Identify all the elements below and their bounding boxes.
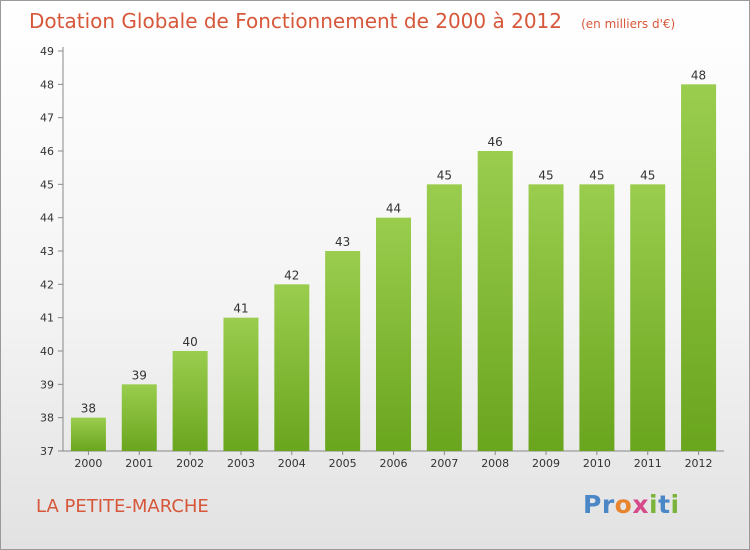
y-tick-label: 47 <box>40 112 54 125</box>
bar-value-label: 45 <box>437 168 452 182</box>
bar <box>426 184 462 452</box>
x-tick-label: 2002 <box>176 457 204 470</box>
x-tick-label: 2000 <box>74 457 102 470</box>
bar-value-label: 43 <box>335 235 350 249</box>
bar-value-label: 39 <box>132 368 147 382</box>
bar-value-label: 40 <box>182 335 197 349</box>
bar <box>630 184 666 452</box>
y-tick-label: 42 <box>40 278 54 291</box>
y-tick-label: 46 <box>40 145 54 158</box>
logo-letter: P <box>583 490 602 519</box>
y-tick-label: 40 <box>40 345 54 358</box>
y-tick-label: 38 <box>40 412 54 425</box>
bar <box>172 351 208 451</box>
bar <box>223 317 259 451</box>
x-tick-label: 2010 <box>583 457 611 470</box>
chart-title: Dotation Globale de Fonctionnement de 20… <box>29 9 675 33</box>
bar-value-label: 45 <box>640 168 655 182</box>
bar-value-label: 44 <box>386 202 401 216</box>
bar-value-label: 46 <box>488 135 503 149</box>
x-tick-label: 2008 <box>481 457 509 470</box>
y-tick-label: 48 <box>40 78 54 91</box>
logo-letter: x <box>632 490 649 519</box>
x-tick-label: 2003 <box>227 457 255 470</box>
logo-letter: i <box>649 490 659 519</box>
y-tick-label: 37 <box>40 445 54 458</box>
x-tick-label: 2001 <box>125 457 153 470</box>
bar <box>579 184 615 452</box>
bar-value-label: 41 <box>233 302 248 316</box>
logo-letter: t <box>658 490 671 519</box>
x-tick-label: 2006 <box>380 457 408 470</box>
y-tick-label: 39 <box>40 378 54 391</box>
x-tick-label: 2009 <box>532 457 560 470</box>
data-labels: 38 39 40 41 42 43 44 45 46 45 45 45 48 <box>81 68 706 415</box>
y-tick-label: 49 <box>40 45 54 58</box>
x-tick-label: 2005 <box>329 457 357 470</box>
bar <box>70 417 106 451</box>
commune-name: LA PETITE-MARCHE <box>36 496 209 517</box>
x-tick-label: 2004 <box>278 457 306 470</box>
bar <box>376 217 411 451</box>
bar <box>325 251 361 451</box>
bars <box>70 84 717 452</box>
y-tick-label: 45 <box>40 178 54 191</box>
bar-value-label: 48 <box>691 68 706 82</box>
bar-value-label: 45 <box>538 168 553 182</box>
logo-letter: o <box>614 490 633 519</box>
bar-value-label: 45 <box>589 168 604 182</box>
y-tick-label: 44 <box>40 212 54 225</box>
bar <box>528 184 564 452</box>
x-tick-label: 2011 <box>634 457 662 470</box>
title-text: Dotation Globale de Fonctionnement de 20… <box>29 9 562 33</box>
proxiti-logo: Proxiti <box>583 490 680 519</box>
logo-letter: i <box>670 490 680 519</box>
unit-text: (en milliers d'€) <box>581 17 676 31</box>
logo-letter: r <box>601 490 615 519</box>
axes: 37 38 39 40 41 42 43 44 45 46 47 48 49 2000 2001 2002 20… <box>40 45 724 470</box>
bar <box>121 384 157 451</box>
bar-value-label: 42 <box>284 268 299 282</box>
y-tick-label: 43 <box>40 245 54 258</box>
x-tick-label: 2007 <box>430 457 458 470</box>
bar <box>681 84 717 451</box>
bar <box>477 151 513 451</box>
bar <box>274 284 310 451</box>
bar-value-label: 38 <box>81 402 96 416</box>
x-tick-label: 2012 <box>685 457 713 470</box>
y-tick-label: 41 <box>40 312 54 325</box>
